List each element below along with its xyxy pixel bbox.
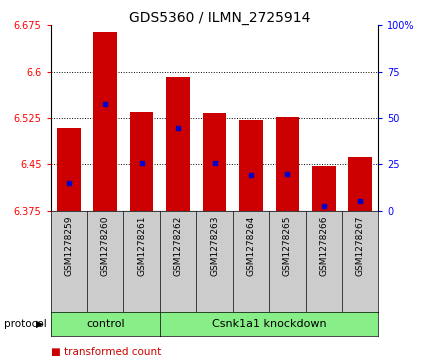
Bar (312, 166, 336, 211)
Text: GSM1278267: GSM1278267 (356, 216, 365, 276)
Text: control: control (86, 319, 125, 329)
Bar (203, 113, 226, 211)
Text: GSM1278260: GSM1278260 (101, 216, 110, 276)
Bar (166, 77, 190, 211)
Text: GDS5360 / ILMN_2725914: GDS5360 / ILMN_2725914 (129, 11, 311, 25)
Text: GSM1278263: GSM1278263 (210, 216, 219, 276)
Text: ■ transformed count: ■ transformed count (51, 347, 161, 357)
Text: GSM1278262: GSM1278262 (173, 216, 183, 276)
Text: ▶: ▶ (36, 319, 44, 329)
Text: GSM1278261: GSM1278261 (137, 216, 146, 276)
Bar (275, 117, 299, 211)
Text: GSM1278264: GSM1278264 (246, 216, 256, 276)
Text: Csnk1a1 knockdown: Csnk1a1 knockdown (212, 319, 326, 329)
Bar (57, 129, 81, 211)
Bar (348, 157, 372, 211)
Bar (130, 112, 154, 211)
Text: protocol: protocol (4, 319, 47, 329)
Text: GSM1278265: GSM1278265 (283, 216, 292, 276)
Text: GSM1278259: GSM1278259 (64, 216, 73, 276)
Text: GSM1278266: GSM1278266 (319, 216, 328, 276)
Bar (239, 120, 263, 211)
Bar (93, 32, 117, 211)
